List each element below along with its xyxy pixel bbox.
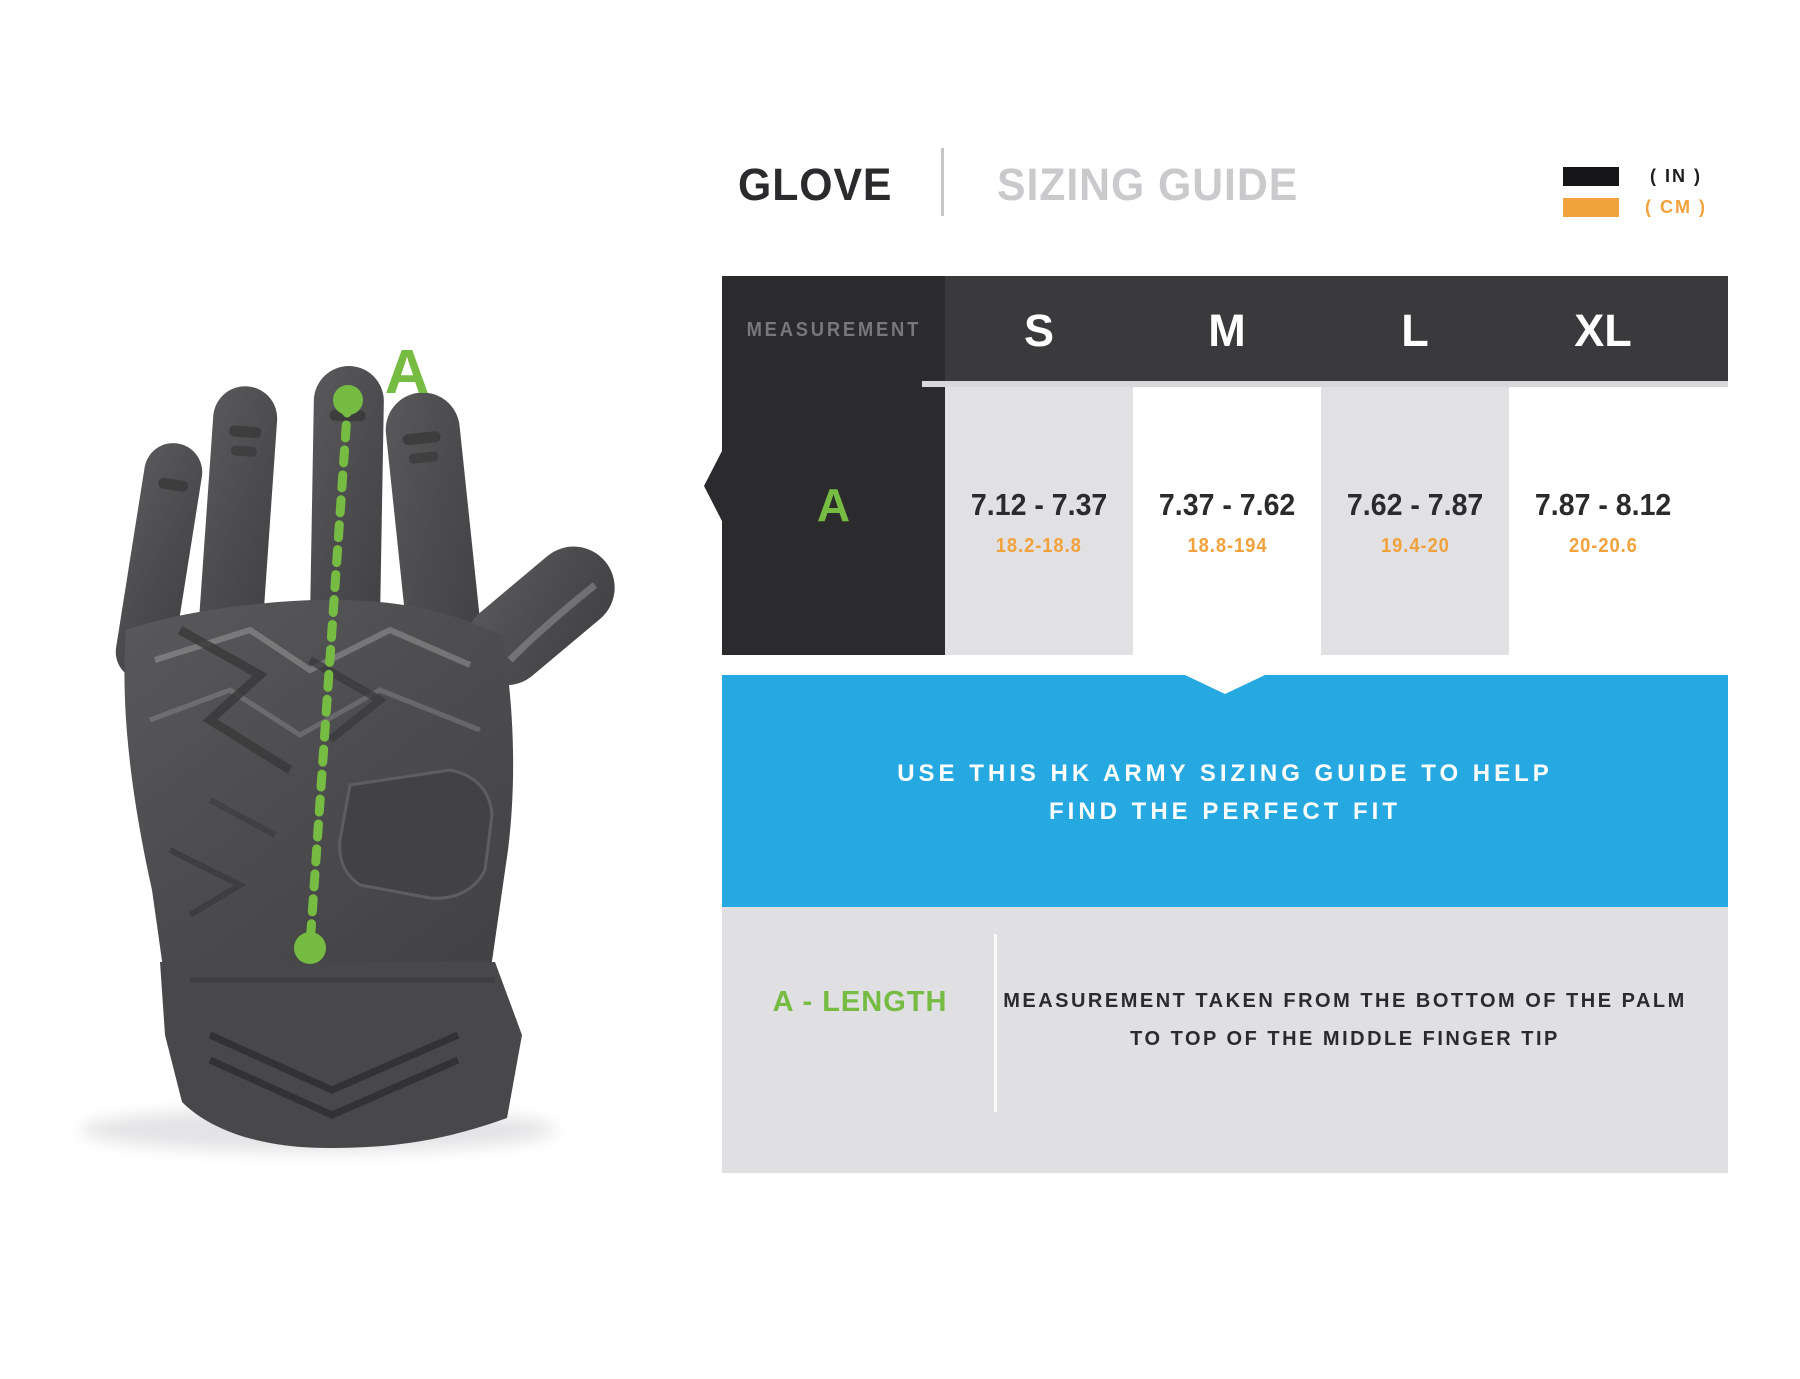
inches-range-s: 7.12 - 7.37 <box>970 487 1108 522</box>
header-underline <box>922 381 1728 387</box>
size-header-row-background <box>945 276 1728 385</box>
measurement-top-dot <box>333 385 363 415</box>
inches-legend-label: ( IN ) <box>1650 165 1702 186</box>
measurement-annotation: A <box>294 338 429 964</box>
inches-range-m: 7.37 - 7.62 <box>1158 487 1296 522</box>
cm-range-xl: 20-20.6 <box>1568 535 1638 557</box>
measurement-column-background <box>722 276 945 655</box>
definition-divider <box>994 934 997 1112</box>
definition-section <box>722 907 1728 1173</box>
definition-text-line2: TO TOP OF THE MIDDLE FINGER TIP <box>1130 1028 1560 1050</box>
title-divider <box>941 148 944 216</box>
measurement-dashed-line <box>305 395 353 950</box>
measurement-a-label: A <box>385 338 430 407</box>
banner-text-line1: USE THIS HK ARMY SIZING GUIDE TO HELP <box>897 760 1553 787</box>
measurement-row-a-label: A <box>816 479 851 531</box>
measurement-header-text: MEASUREMENT <box>746 319 921 341</box>
inches-range-xl: 7.87 - 8.12 <box>1534 487 1672 522</box>
size-header-s: S <box>1023 304 1054 356</box>
length-definition-label: A - LENGTH <box>772 985 948 1018</box>
size-header-xl: XL <box>1574 304 1632 356</box>
info-banner <box>722 675 1728 907</box>
glove-body <box>115 366 615 1148</box>
measurement-column-arrow-notch <box>704 449 723 523</box>
cm-range-l: 19.4-20 <box>1380 535 1450 557</box>
size-cell-m: 7.37 - 7.62 18.8-194 <box>1133 385 1321 655</box>
inches-color-swatch <box>1563 167 1619 186</box>
glove-photo: A <box>80 338 615 1152</box>
cm-range-s: 18.2-18.8 <box>995 535 1083 557</box>
cm-color-swatch <box>1563 198 1619 217</box>
size-cell-l: 7.62 - 7.87 19.4-20 <box>1321 385 1509 655</box>
measurement-bottom-dot <box>294 932 326 964</box>
page-title-secondary: SIZING GUIDE <box>997 159 1299 210</box>
measurement-header-label: MEASUREMENT <box>722 276 945 385</box>
size-header-m: M <box>1208 304 1246 356</box>
page-title-primary: GLOVE <box>738 159 893 210</box>
size-header-l: L <box>1401 304 1429 356</box>
definition-text-line1: MEASUREMENT TAKEN FROM THE BOTTOM OF THE… <box>1003 990 1687 1012</box>
inches-range-l: 7.62 - 7.87 <box>1346 487 1484 522</box>
cm-legend-label: ( CM ) <box>1645 196 1707 217</box>
cm-range-m: 18.8-194 <box>1186 535 1268 557</box>
glove-texture <box>149 409 598 1119</box>
size-cell-xl: 7.87 - 8.12 20-20.6 <box>1509 385 1697 655</box>
size-cell-s: 7.12 - 7.37 18.2-18.8 <box>945 385 1133 655</box>
banner-text-line2: FIND THE PERFECT FIT <box>1049 798 1401 825</box>
